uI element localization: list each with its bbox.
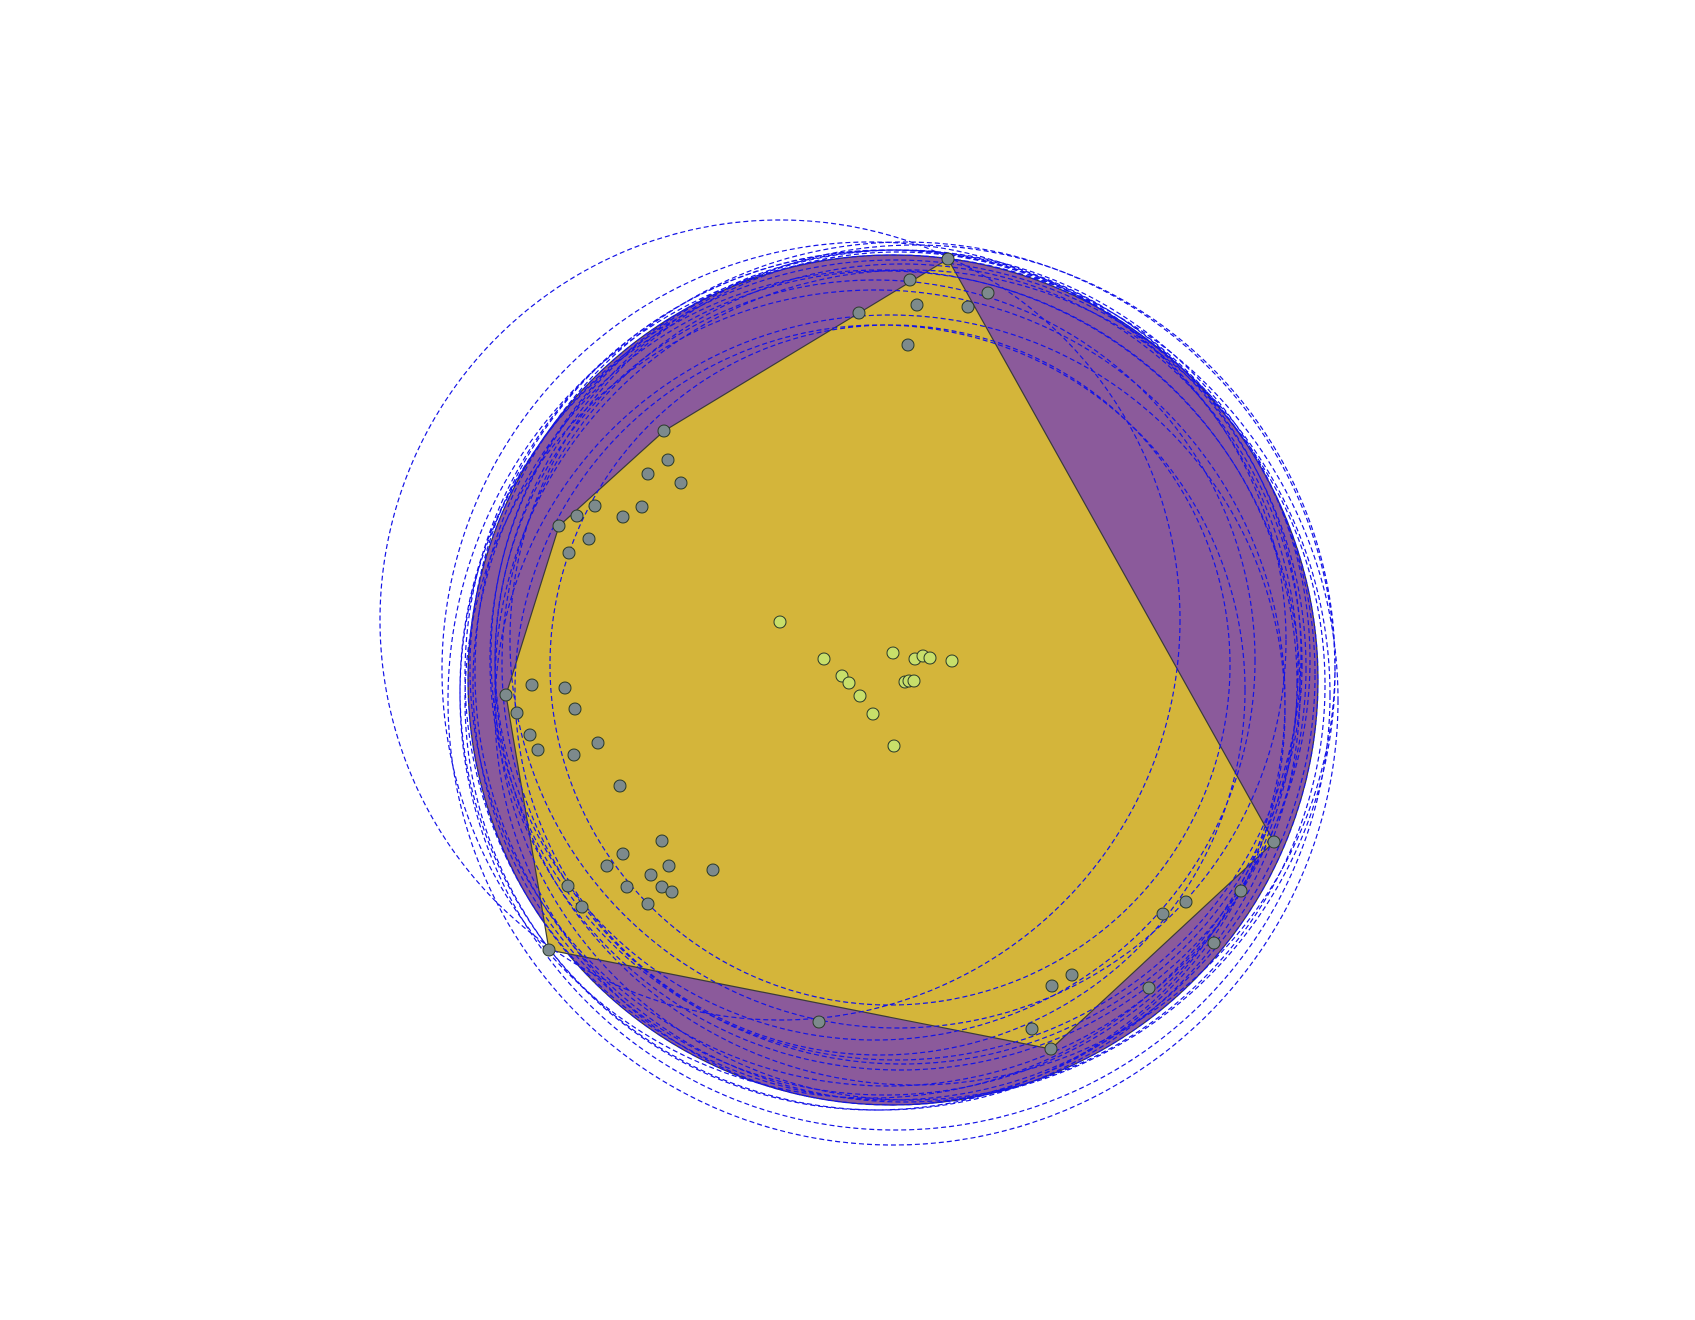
inner-point [817, 652, 831, 666]
outer-point [641, 897, 655, 911]
outer-point [1142, 981, 1156, 995]
outer-point [525, 678, 539, 692]
outer-point [635, 500, 649, 514]
outer-point [570, 509, 584, 523]
outer-point [1207, 936, 1221, 950]
outer-point [620, 880, 634, 894]
candidate-circle [472, 270, 1298, 1096]
candidate-circle [494, 314, 1286, 1106]
outer-points-layer [499, 252, 1281, 1056]
outer-point [600, 859, 614, 873]
outer-point [706, 863, 720, 877]
outer-point [961, 300, 975, 314]
candidate-circle [509, 251, 1287, 1029]
outer-point [644, 868, 658, 882]
inner-point [887, 739, 901, 753]
outer-point [510, 706, 524, 720]
outer-point [1234, 884, 1248, 898]
outer-point [616, 847, 630, 861]
outer-point [575, 900, 589, 914]
inner-point [907, 674, 921, 688]
candidate-circle [490, 249, 1302, 1061]
inner-point [842, 676, 856, 690]
outer-point [531, 743, 545, 757]
candidate-circle [464, 289, 1286, 1111]
outer-point [552, 519, 566, 533]
outer-point [616, 510, 630, 524]
outer-point [1044, 1042, 1058, 1056]
candidate-circle [441, 241, 1299, 1099]
outer-point [523, 728, 537, 742]
inner-point [945, 654, 959, 668]
inner-point [866, 707, 880, 721]
outer-point [499, 688, 513, 702]
outer-point [1179, 895, 1193, 909]
inner-point [853, 689, 867, 703]
candidate-circles-layer [379, 219, 1339, 1146]
candidate-circle [489, 249, 1311, 1071]
candidate-circle [474, 241, 1336, 1103]
outer-point [1267, 835, 1281, 849]
outer-point [558, 681, 572, 695]
outer-point [613, 779, 627, 793]
candidate-circle [514, 324, 1246, 1056]
outer-point [812, 1015, 826, 1029]
outer-point [562, 546, 576, 560]
outer-point [1065, 968, 1079, 982]
outer-point [655, 834, 669, 848]
outer-point [981, 286, 995, 300]
outer-point [941, 252, 955, 266]
candidate-circle [501, 263, 1303, 1065]
outer-point [591, 736, 605, 750]
candidate-circle [494, 244, 1336, 1086]
candidate-circle [459, 259, 1331, 1131]
outer-point [588, 499, 602, 513]
outer-point [561, 879, 575, 893]
inner-point [886, 646, 900, 660]
inner-point [773, 615, 787, 629]
candidate-circle [447, 254, 1339, 1146]
outer-point [567, 748, 581, 762]
outer-point [1156, 907, 1170, 921]
outer-point [568, 702, 582, 716]
outer-point [901, 338, 915, 352]
outer-point [674, 476, 688, 490]
candidate-circle [494, 279, 1256, 1041]
outer-point [852, 306, 866, 320]
outer-point [662, 859, 676, 873]
outer-point [665, 885, 679, 899]
candidate-circle [379, 219, 1181, 1021]
outer-point [657, 424, 671, 438]
candidate-circle [494, 269, 1326, 1101]
outer-point [582, 532, 596, 546]
outer-point [641, 467, 655, 481]
outer-point [1025, 1022, 1039, 1036]
outer-point [661, 453, 675, 467]
candidate-circle [549, 324, 1231, 1006]
outer-point [542, 943, 556, 957]
inner-point [923, 651, 937, 665]
outer-point [1045, 979, 1059, 993]
outer-point [910, 298, 924, 312]
inner-points-layer [773, 615, 959, 753]
outer-point [903, 273, 917, 287]
